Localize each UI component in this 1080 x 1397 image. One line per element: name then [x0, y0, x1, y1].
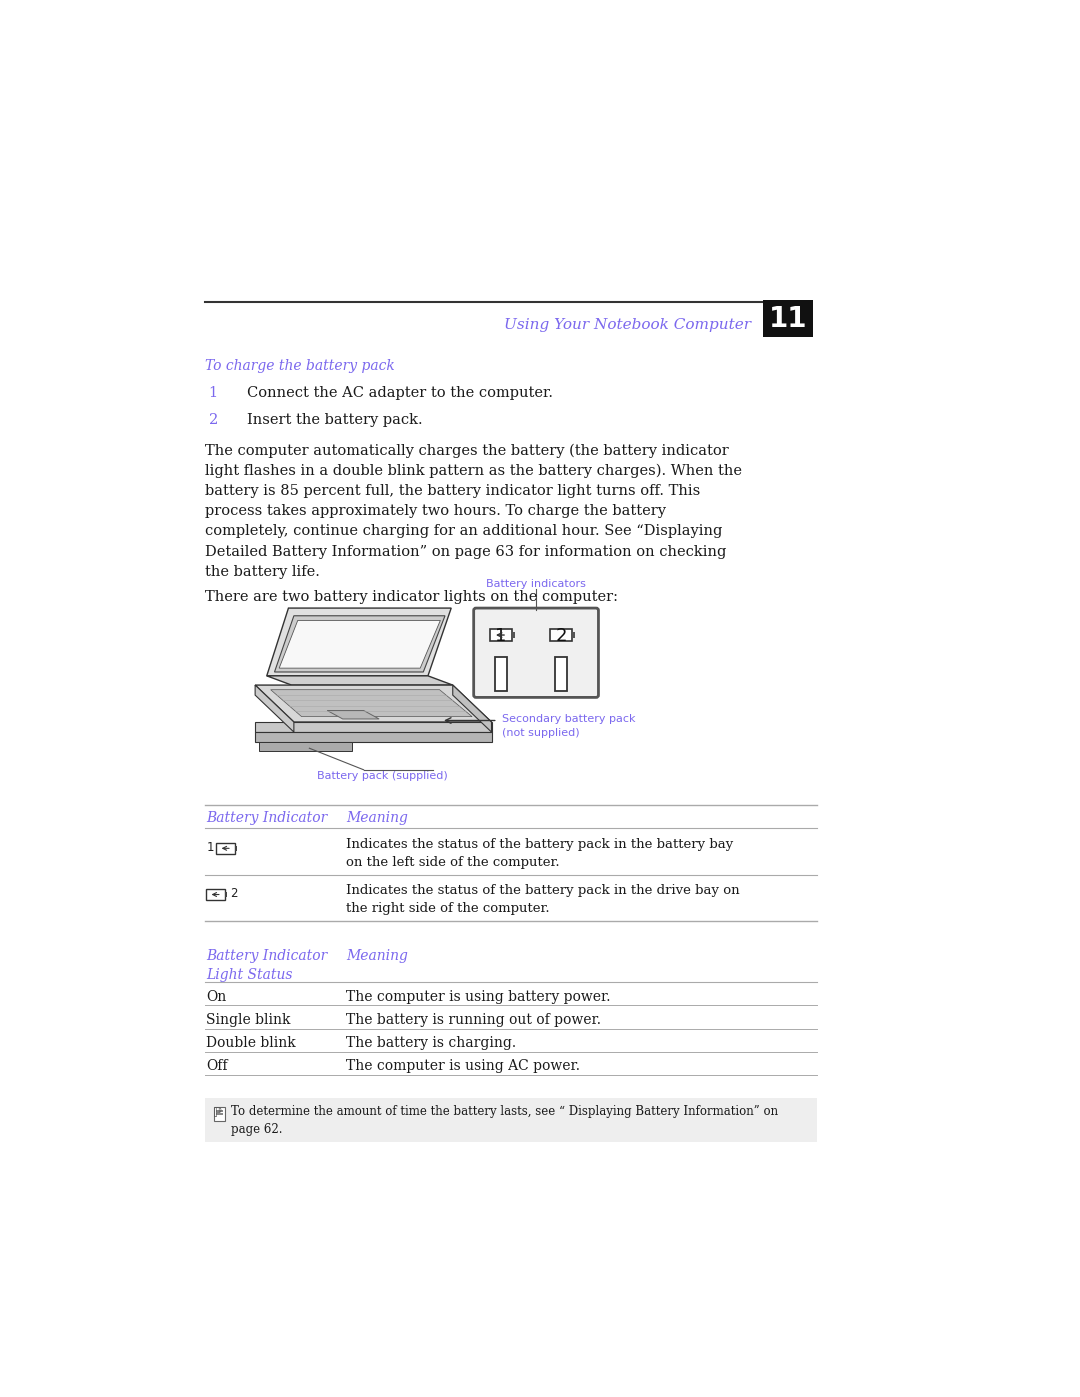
Text: Battery indicators: Battery indicators — [486, 578, 585, 588]
Bar — [551, 629, 572, 641]
Bar — [495, 657, 507, 692]
Bar — [216, 1111, 224, 1112]
Text: 11: 11 — [769, 305, 807, 332]
FancyBboxPatch shape — [474, 608, 598, 697]
Bar — [216, 1113, 224, 1115]
Bar — [225, 893, 227, 897]
Text: The battery is charging.: The battery is charging. — [346, 1037, 516, 1051]
Text: To charge the battery pack: To charge the battery pack — [205, 359, 394, 373]
Bar — [490, 629, 512, 641]
Text: Double blink: Double blink — [206, 1037, 296, 1051]
Text: There are two battery indicator lights on the computer:: There are two battery indicator lights o… — [205, 590, 618, 604]
Polygon shape — [255, 685, 294, 732]
Text: The computer automatically charges the battery (the battery indicator
light flas: The computer automatically charges the b… — [205, 443, 742, 578]
Text: Using Your Notebook Computer: Using Your Notebook Computer — [504, 317, 751, 332]
Polygon shape — [279, 620, 441, 668]
Text: 2: 2 — [208, 412, 218, 426]
Text: Single blink: Single blink — [206, 1013, 291, 1027]
Polygon shape — [274, 616, 445, 672]
Polygon shape — [267, 608, 451, 676]
Text: ℙ: ℙ — [213, 1106, 221, 1120]
Polygon shape — [255, 722, 491, 732]
Text: The computer is using battery power.: The computer is using battery power. — [346, 990, 610, 1004]
Text: Meaning: Meaning — [346, 949, 407, 963]
Text: 1: 1 — [208, 386, 218, 400]
Text: Off: Off — [206, 1059, 228, 1073]
Polygon shape — [267, 676, 453, 685]
Text: The computer is using AC power.: The computer is using AC power. — [346, 1059, 580, 1073]
Text: Battery pack (supplied): Battery pack (supplied) — [318, 771, 448, 781]
Text: 1: 1 — [206, 841, 214, 854]
Polygon shape — [255, 732, 491, 742]
Text: The battery is running out of power.: The battery is running out of power. — [346, 1013, 600, 1027]
Bar — [572, 631, 576, 638]
Polygon shape — [259, 742, 352, 752]
Text: Indicates the status of the battery pack in the drive bay on
the right side of t: Indicates the status of the battery pack… — [346, 884, 740, 915]
Text: On: On — [206, 990, 227, 1004]
Text: Connect the AC adapter to the computer.: Connect the AC adapter to the computer. — [247, 386, 553, 400]
Text: Secondary battery pack
(not supplied): Secondary battery pack (not supplied) — [501, 714, 635, 738]
Text: To determine the amount of time the battery lasts, see “ Displaying Battery Info: To determine the amount of time the batt… — [231, 1105, 779, 1137]
Polygon shape — [255, 685, 491, 722]
Polygon shape — [453, 685, 491, 732]
Text: Battery Indicator: Battery Indicator — [206, 810, 327, 824]
Polygon shape — [327, 711, 379, 719]
Bar — [235, 847, 238, 851]
Polygon shape — [271, 690, 472, 717]
Bar — [206, 888, 225, 900]
Bar — [205, 1098, 816, 1143]
Text: 2: 2 — [230, 887, 238, 900]
Bar — [555, 657, 567, 692]
Text: Insert the battery pack.: Insert the battery pack. — [247, 412, 423, 426]
Text: 2: 2 — [555, 627, 567, 645]
Text: Indicates the status of the battery pack in the battery bay
on the left side of : Indicates the status of the battery pack… — [346, 838, 733, 869]
Text: Battery Indicator
Light Status: Battery Indicator Light Status — [206, 949, 327, 982]
Text: Meaning: Meaning — [346, 810, 407, 824]
Bar — [214, 1106, 225, 1120]
Text: 1: 1 — [495, 627, 507, 645]
Bar — [762, 300, 813, 337]
Bar — [216, 842, 235, 854]
Bar — [512, 631, 515, 638]
